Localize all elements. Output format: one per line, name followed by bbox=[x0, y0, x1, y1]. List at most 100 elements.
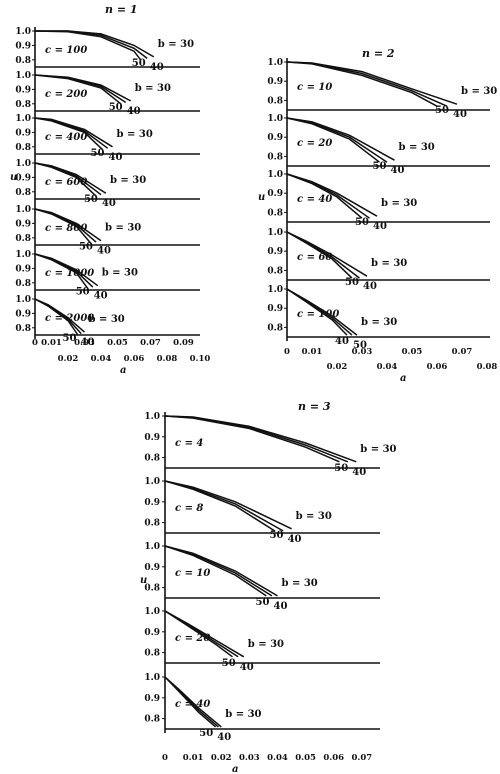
panel-4 bbox=[162, 610, 380, 664]
series-line-b-50 bbox=[164, 415, 340, 463]
y-tick-label: 1.0 bbox=[15, 205, 31, 215]
x-tick-label: 0 bbox=[284, 347, 290, 357]
c-parameter-label: c = 800 bbox=[45, 223, 87, 234]
panel-3 bbox=[284, 173, 490, 223]
y-tick-label: 0.9 bbox=[267, 77, 283, 87]
y-tick-label: 0.9 bbox=[15, 219, 31, 229]
chart-group-n3 bbox=[162, 412, 380, 733]
series-line-b-50 bbox=[286, 61, 438, 107]
y-tick-label: 0.8 bbox=[267, 208, 283, 218]
panel-5 bbox=[284, 288, 490, 338]
panel-2 bbox=[284, 117, 490, 167]
b-label-40: 40 bbox=[391, 165, 405, 176]
y-tick-label: 0.9 bbox=[267, 304, 283, 314]
y-tick-label: 0.9 bbox=[15, 128, 31, 138]
x-tick-label: 0.01 bbox=[41, 338, 62, 348]
c-parameter-label: c = 100 bbox=[297, 309, 339, 320]
b-label-30: b = 30 bbox=[381, 198, 417, 209]
y-tick-label: 0.9 bbox=[267, 189, 283, 199]
b-label-40: 40 bbox=[109, 152, 123, 163]
y-tick-label: 0.8 bbox=[144, 454, 160, 464]
b-label-30: b = 30 bbox=[282, 578, 318, 589]
x-tick-label: 0.08 bbox=[477, 362, 498, 372]
b-label-50: 50 bbox=[84, 194, 98, 205]
x-axis-symbol: a bbox=[232, 764, 238, 774]
b-label-30: b = 30 bbox=[360, 444, 396, 455]
c-parameter-label: c = 200 bbox=[45, 89, 87, 100]
series-line-b-50 bbox=[286, 288, 348, 336]
b-label-40: 40 bbox=[81, 337, 95, 348]
y-tick-label: 0.8 bbox=[15, 143, 31, 153]
y-tick-label: 1.0 bbox=[267, 228, 283, 238]
c-parameter-label: c = 400 bbox=[45, 132, 87, 143]
b-label-50: 50 bbox=[76, 287, 90, 298]
y-tick-label: 0.8 bbox=[144, 715, 160, 725]
x-tick-label: 0 bbox=[32, 338, 38, 348]
chart-group-n2 bbox=[284, 58, 490, 341]
y-tick-label: 0.9 bbox=[15, 41, 31, 51]
series-line-b-50 bbox=[34, 117, 104, 151]
x-tick-label: 0.04 bbox=[377, 362, 398, 372]
x-tick-label: 0.03 bbox=[74, 338, 95, 348]
panel-7 bbox=[32, 298, 200, 336]
y-tick-label: 0.9 bbox=[144, 498, 160, 508]
y-tick-label: 0.8 bbox=[15, 234, 31, 244]
series-line-b-50 bbox=[164, 610, 233, 658]
series-line-b-50 bbox=[34, 253, 89, 290]
c-parameter-label: c = 600 bbox=[45, 177, 87, 188]
series-line-b-50 bbox=[286, 173, 363, 219]
series-line-b-50 bbox=[164, 676, 217, 728]
y-tick-label: 0.8 bbox=[15, 56, 31, 66]
y-tick-label: 1.0 bbox=[267, 170, 283, 180]
b-label-30: b = 30 bbox=[135, 83, 171, 94]
y-tick-label: 1.0 bbox=[144, 477, 160, 487]
c-parameter-label: c = 40 bbox=[297, 194, 332, 205]
x-tick-label: 0.07 bbox=[352, 753, 373, 763]
y-tick-label: 0.8 bbox=[267, 266, 283, 276]
y-tick-label: 0.9 bbox=[144, 628, 160, 638]
b-label-50: 50 bbox=[91, 148, 105, 159]
b-label-30: b = 30 bbox=[158, 39, 194, 50]
y-tick-label: 0.9 bbox=[144, 433, 160, 443]
y-tick-label: 0.8 bbox=[15, 100, 31, 110]
panel-3 bbox=[32, 117, 200, 155]
c-parameter-label: c = 40 bbox=[175, 699, 210, 710]
b-label-30: b = 30 bbox=[248, 639, 284, 650]
panel-4 bbox=[32, 162, 200, 200]
b-label-40: 40 bbox=[97, 246, 111, 257]
c-parameter-label: c = 60 bbox=[297, 252, 332, 263]
y-tick-label: 0.8 bbox=[15, 324, 31, 334]
b-label-50: 50 bbox=[63, 333, 77, 344]
b-label-50: 50 bbox=[222, 658, 236, 669]
b-label-50: 50 bbox=[435, 105, 449, 116]
x-tick-label: 0.08 bbox=[157, 354, 178, 364]
x-tick-label: 0.07 bbox=[452, 347, 473, 357]
x-tick-label: 0.04 bbox=[91, 354, 112, 364]
y-tick-label: 1.0 bbox=[144, 412, 160, 422]
b-label-50: 50 bbox=[132, 58, 146, 69]
c-parameter-label: c = 1000 bbox=[45, 268, 94, 279]
x-tick-label: 0.10 bbox=[190, 354, 211, 364]
y-tick-label: 0.8 bbox=[267, 152, 283, 162]
series-line-b-50 bbox=[34, 298, 79, 336]
y-tick-label: 0.8 bbox=[15, 279, 31, 289]
x-tick-label: 0.03 bbox=[352, 347, 373, 357]
b-label-50: 50 bbox=[355, 217, 369, 228]
y-tick-label: 1.0 bbox=[15, 27, 31, 37]
b-label-40: 40 bbox=[373, 221, 387, 232]
b-label-30: b = 30 bbox=[105, 223, 141, 234]
b-label-40: 40 bbox=[363, 281, 377, 292]
y-tick-label: 0.9 bbox=[144, 694, 160, 704]
panel-5 bbox=[32, 208, 200, 246]
c-parameter-label: c = 2000 bbox=[45, 313, 94, 324]
b-label-50: 50 bbox=[199, 728, 213, 739]
y-tick-label: 1.0 bbox=[15, 71, 31, 81]
b-label-50: 50 bbox=[345, 277, 359, 288]
panel-5 bbox=[162, 676, 380, 730]
x-axis-symbol: a bbox=[120, 365, 126, 376]
y-tick-label: 1.0 bbox=[15, 114, 31, 124]
b-label-40: 40 bbox=[453, 109, 467, 120]
b-label-40: 40 bbox=[274, 601, 288, 612]
b-label-30: b = 30 bbox=[117, 129, 153, 140]
y-tick-label: 0.9 bbox=[144, 563, 160, 573]
